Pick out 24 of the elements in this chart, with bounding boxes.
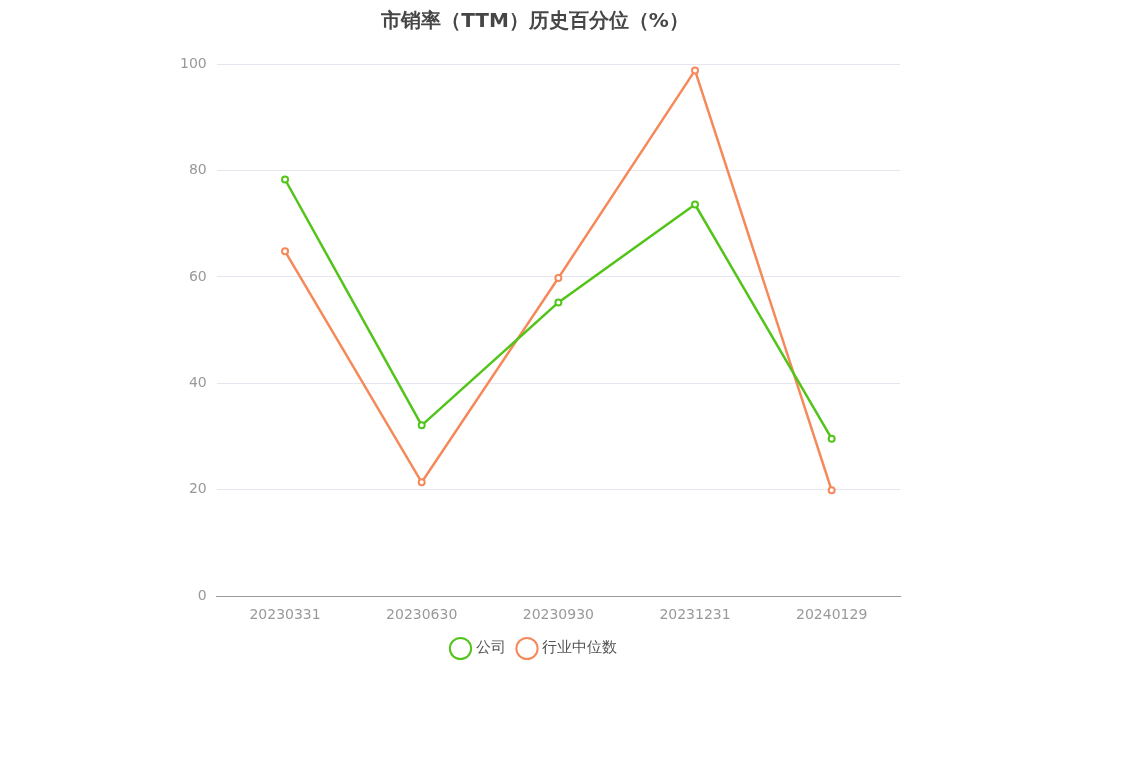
y-tick-label: 100 bbox=[179, 54, 207, 71]
x-tick-label: 20230630 bbox=[386, 606, 458, 623]
x-tick-label: 20230930 bbox=[522, 606, 594, 623]
point bbox=[417, 421, 426, 430]
point bbox=[281, 247, 290, 256]
y-tick-label: 40 bbox=[188, 373, 207, 390]
x-tick-label: 20230331 bbox=[249, 606, 321, 623]
point bbox=[691, 66, 700, 75]
y-tick-label: 20 bbox=[188, 480, 207, 497]
point bbox=[281, 175, 290, 184]
x-tick-label: 20240129 bbox=[796, 606, 868, 623]
y-tick-label: 80 bbox=[188, 161, 207, 178]
x-tick-label: 20231231 bbox=[659, 606, 731, 623]
y-tick-label: 60 bbox=[188, 267, 207, 284]
chart-title: 市销率（TTM）历史百分位（%） bbox=[380, 8, 689, 33]
point bbox=[827, 486, 836, 495]
point bbox=[554, 273, 563, 282]
point bbox=[554, 298, 563, 307]
legend-label: 行业中位数 bbox=[542, 638, 617, 657]
point bbox=[417, 478, 426, 487]
point bbox=[827, 434, 836, 443]
point bbox=[691, 200, 700, 209]
legend-label: 公司 bbox=[475, 638, 506, 657]
y-tick-label: 0 bbox=[197, 586, 207, 603]
